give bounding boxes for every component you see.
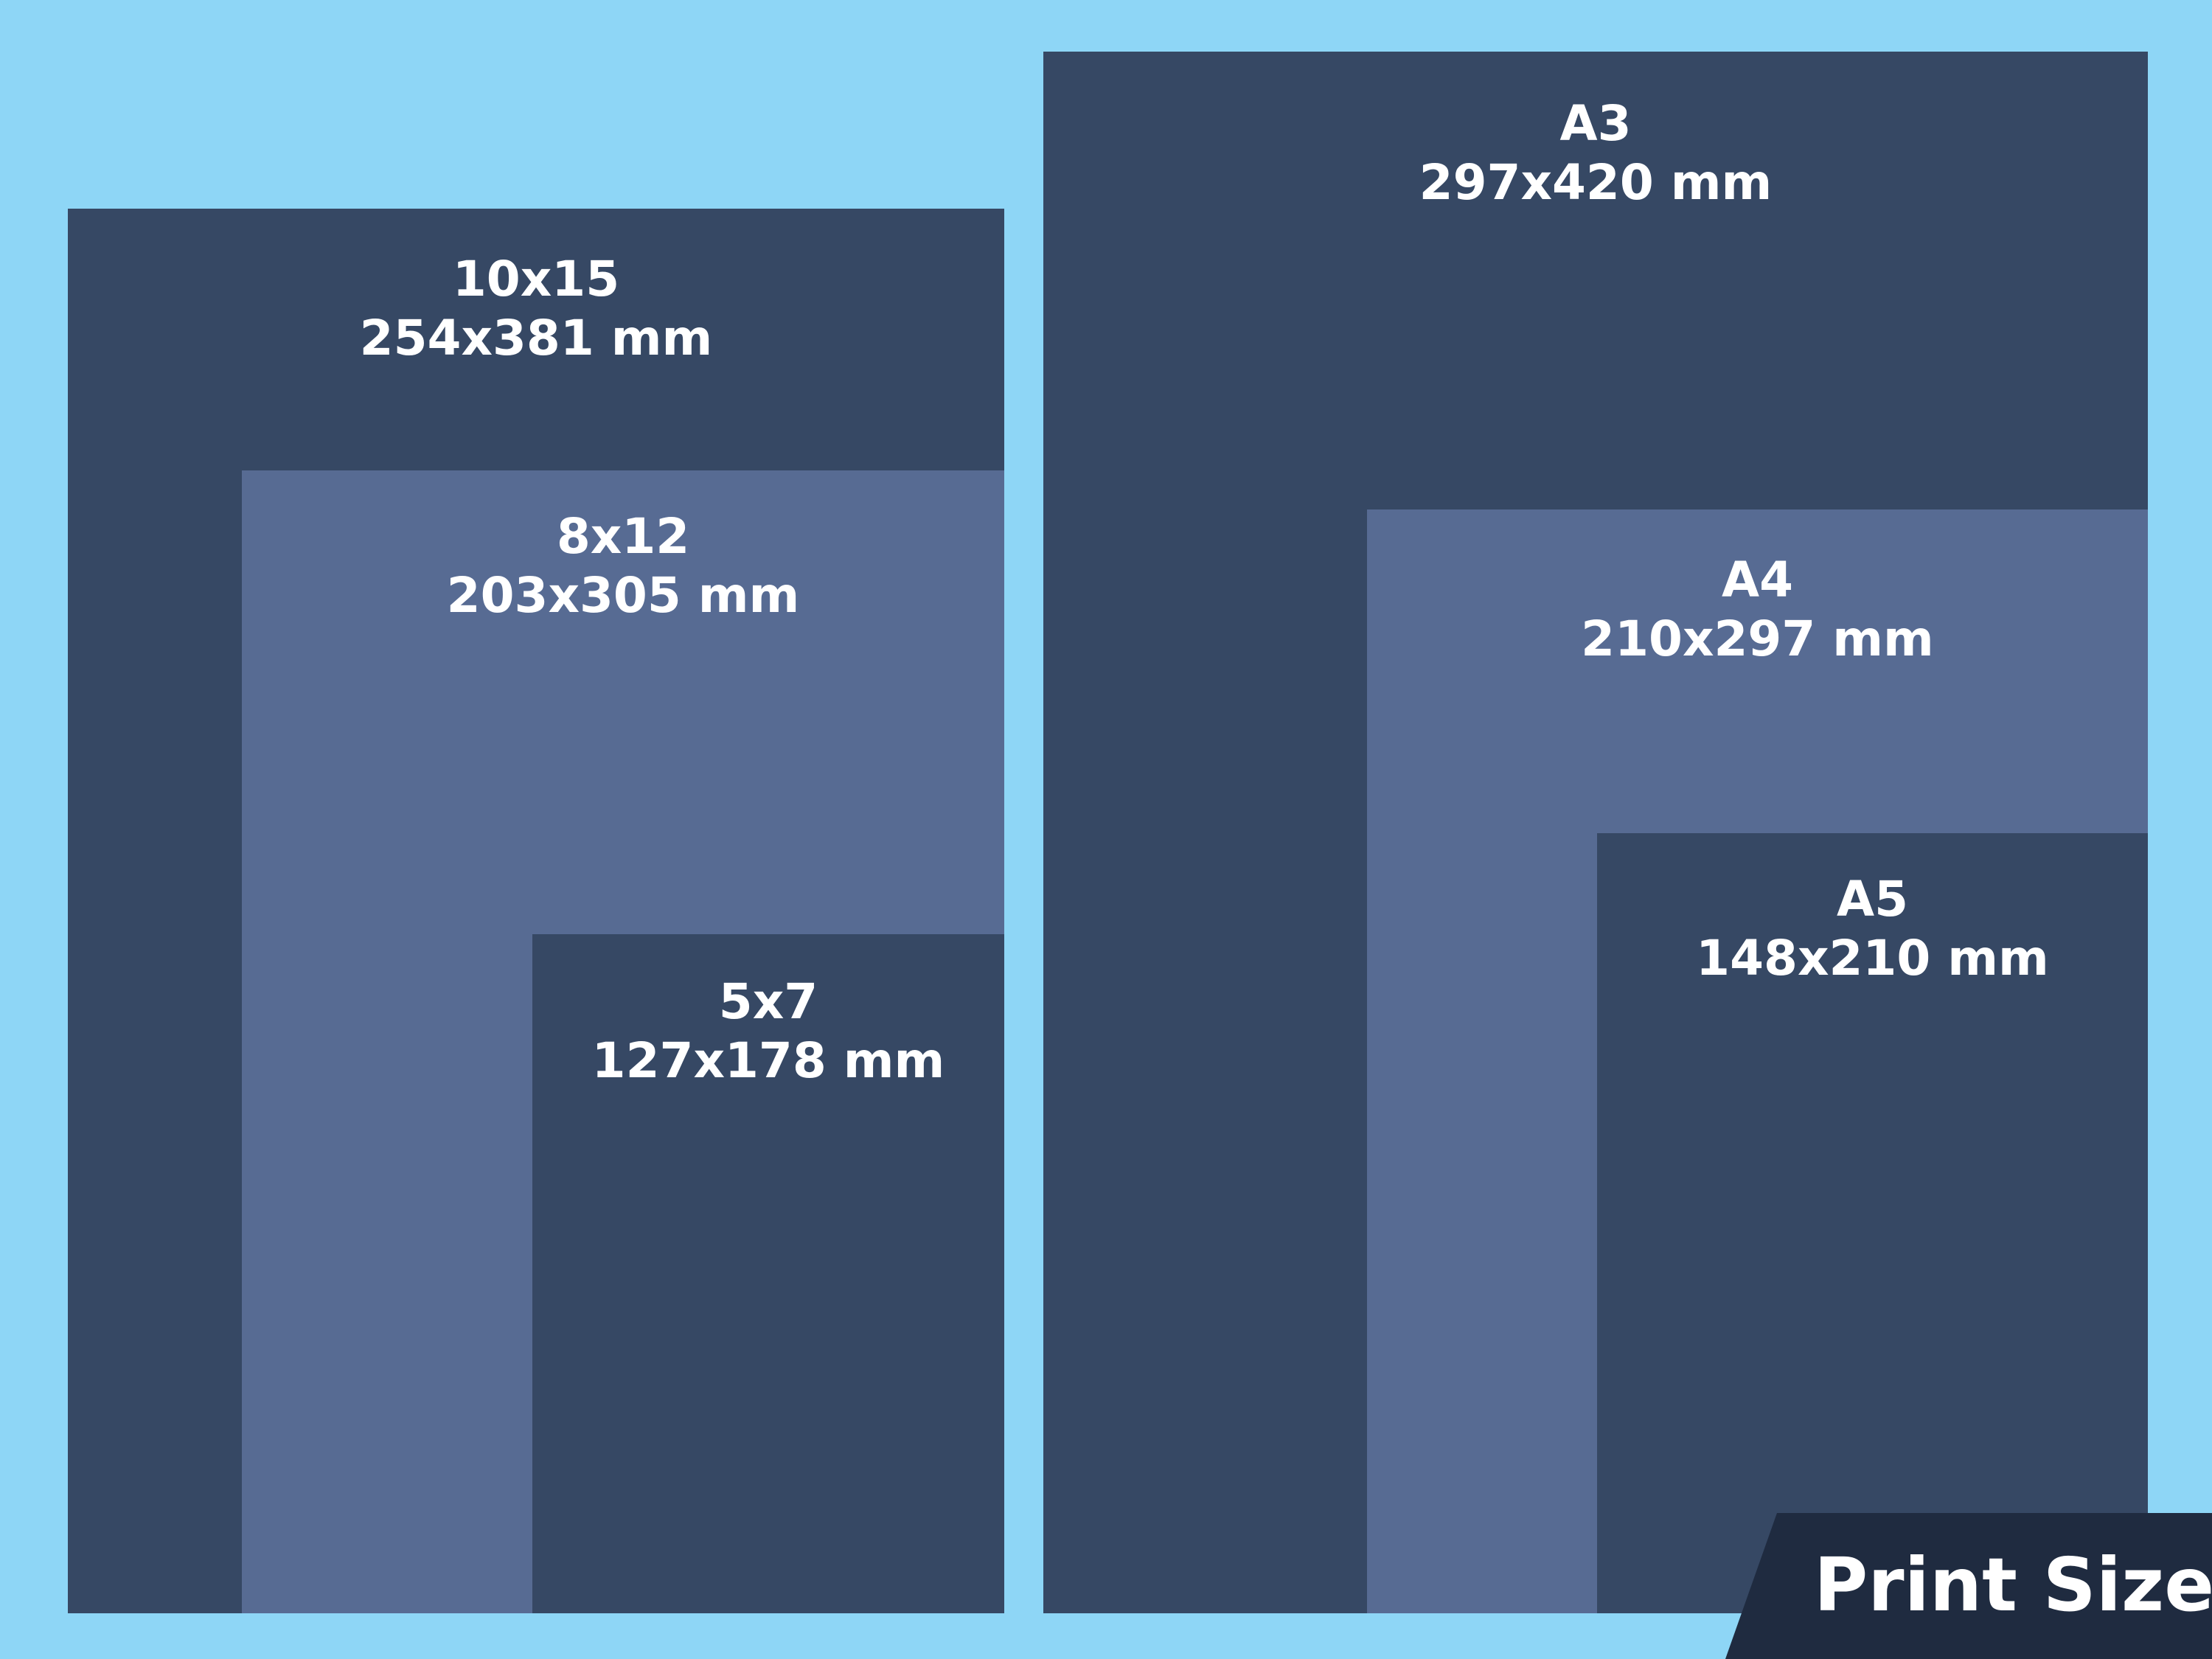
badge-title: Print Sizes — [1814, 1542, 2212, 1628]
size-8x12-dims: 203x305 mm — [446, 567, 800, 624]
title-badge-shape — [1725, 1513, 2212, 1659]
size-5x7-rect: 5x7 127x178 mm — [532, 934, 1004, 1613]
size-a4-label: A4 210x297 mm — [1367, 551, 2148, 669]
title-badge — [1725, 1513, 2212, 1659]
size-a3-label: A3 297x420 mm — [1043, 94, 2148, 212]
size-a5-label: A5 148x210 mm — [1597, 870, 2148, 988]
size-8x12-label: 8x12 203x305 mm — [242, 507, 1004, 625]
size-10x15-label: 10x15 254x381 mm — [68, 250, 1004, 368]
size-5x7-name: 5x7 — [718, 973, 818, 1030]
size-a5-name: A5 — [1836, 871, 1908, 928]
size-a5-rect: A5 148x210 mm — [1597, 833, 2148, 1613]
size-10x15-name: 10x15 — [452, 251, 620, 307]
size-a3-dims: 297x420 mm — [1419, 154, 1773, 211]
size-10x15-dims: 254x381 mm — [359, 310, 713, 366]
size-5x7-label: 5x7 127x178 mm — [532, 973, 1004, 1091]
size-a4-name: A4 — [1721, 552, 1793, 608]
size-8x12-name: 8x12 — [556, 508, 690, 565]
size-a3-name: A3 — [1559, 95, 1632, 152]
size-a5-dims: 148x210 mm — [1696, 930, 2049, 987]
size-a4-dims: 210x297 mm — [1581, 611, 1934, 667]
size-5x7-dims: 127x178 mm — [591, 1032, 945, 1089]
